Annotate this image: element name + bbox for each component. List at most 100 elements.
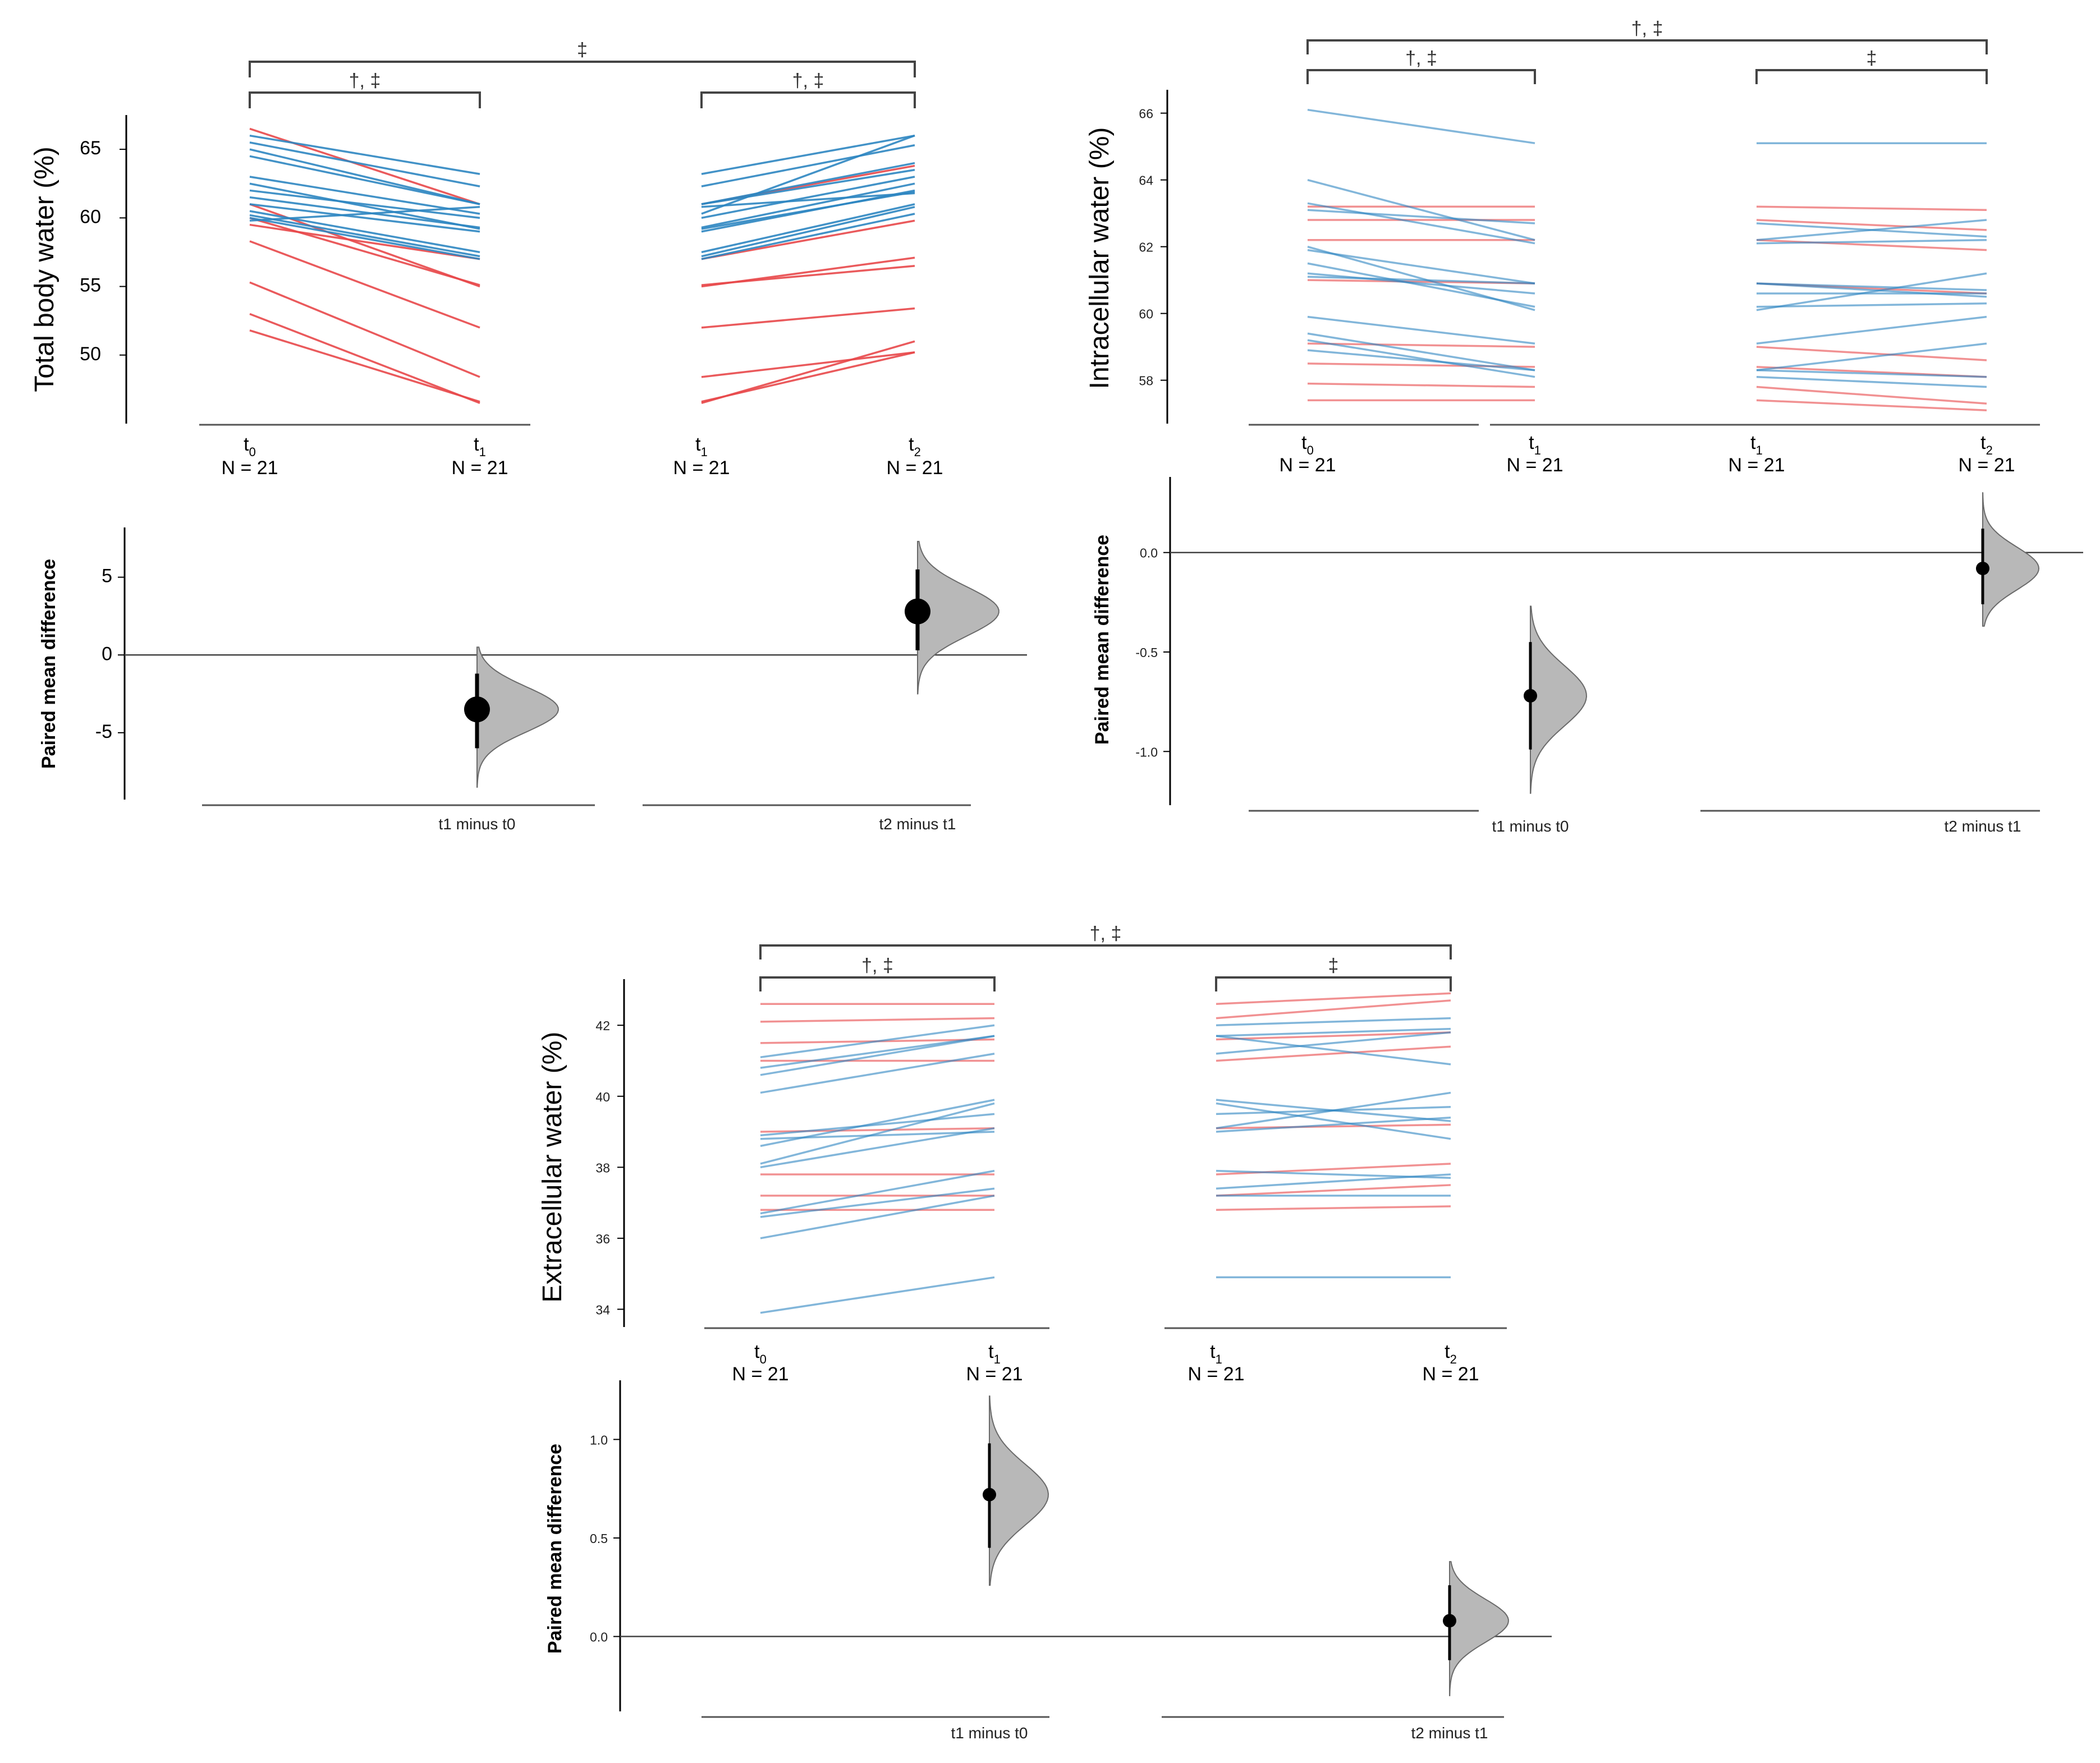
paired-slope-line (249, 329, 480, 403)
paired-slope-line (1307, 262, 1535, 308)
group-label: t0 (1301, 432, 1314, 457)
paired-slope-line (249, 203, 480, 233)
group-n-label: N = 21 (732, 1363, 788, 1385)
paired-slope-line (701, 192, 915, 208)
paired-slope-line (1216, 999, 1451, 1020)
paired-slope-line (1756, 282, 1987, 298)
group-n-label: N = 21 (966, 1363, 1023, 1385)
group-label: t1 (1529, 432, 1541, 457)
bootstrap-distribution (1530, 605, 1588, 794)
overall-significance-marker: †, ‡ (1631, 18, 1663, 39)
overall-significance-marker: ‡ (577, 39, 588, 61)
bootstrap-distribution (1982, 492, 2040, 627)
delta-y-tick-label: -0.5 (1135, 645, 1158, 660)
significance-bracket (249, 91, 481, 108)
paired-slope-line (249, 206, 480, 222)
group-label: t0 (244, 434, 256, 459)
paired-slope-line (1216, 1017, 1451, 1026)
group-label: t1 (695, 434, 708, 459)
paired-slope-line (1756, 315, 1987, 345)
paired-slope-line (760, 1035, 995, 1069)
delta-panel-extracellular: 0.0 0.5 1.0 Paired mean difference t1 minus … (544, 1380, 1552, 1742)
paired-slope-line (701, 351, 915, 403)
delta-y-tick-label: 1.0 (590, 1433, 608, 1447)
significance-bracket (1306, 69, 1536, 84)
raw-y-tick-label: 62 (1139, 240, 1153, 255)
paired-slope-line (1216, 1102, 1451, 1140)
significance-bracket (1755, 69, 1988, 84)
paired-slope-line (1307, 202, 1535, 245)
raw-y-axis-label: Extracellular water (%) (538, 1032, 567, 1303)
significance-marker: †, ‡ (349, 70, 381, 91)
paired-slope-line (701, 351, 915, 378)
raw-y-tick-label: 36 (595, 1232, 610, 1246)
paired-slope-line (1216, 1116, 1451, 1133)
group-label: t1 (988, 1341, 1001, 1366)
paired-slope-line (1307, 272, 1535, 295)
paired-slope-line (701, 265, 915, 286)
significance-bracket (700, 91, 916, 108)
paired-slope-line (1756, 282, 1987, 291)
delta-panel-intracellular: -1.0 -0.5 0.0 Paired mean difference t1 minu… (1092, 477, 2083, 835)
paired-slope-line (760, 1053, 995, 1094)
paired-slope-line (1216, 1091, 1451, 1130)
paired-slope-line (701, 162, 915, 205)
paired-slope-line (249, 313, 480, 404)
delta-y-tick-label: 0 (102, 643, 112, 664)
bootstrap-distribution (989, 1395, 1049, 1586)
paired-slope-line (760, 1035, 995, 1076)
paired-slope-line (1756, 385, 1987, 405)
raw-y-tick-label: 42 (595, 1018, 610, 1033)
paired-slope-line (1216, 992, 1451, 1006)
paired-slope-line (249, 240, 480, 329)
group-label: t1 (1750, 432, 1763, 457)
paired-slope-line (1216, 1031, 1451, 1041)
delta-y-tick-label: 0.5 (590, 1531, 608, 1546)
paired-slope-line (760, 1099, 995, 1147)
paired-slope-line (760, 1131, 995, 1140)
paired-slope-line (1307, 178, 1535, 241)
paired-slope-line (249, 217, 480, 260)
paired-slope-line (1307, 249, 1535, 284)
group-label: t2 (1980, 432, 1993, 457)
paired-slope-line (760, 1187, 995, 1218)
paired-slope-line (1756, 222, 1987, 238)
group-n-label: N = 21 (673, 457, 730, 479)
mean-difference-point (905, 598, 930, 625)
bootstrap-distribution (476, 646, 559, 788)
paired-slope-line (1756, 205, 1987, 211)
mean-difference-point (1524, 689, 1537, 703)
paired-slope-line (701, 203, 915, 254)
paired-slope-line (760, 1024, 995, 1058)
paired-slope-line (1307, 332, 1535, 371)
paired-slope-line (1756, 399, 1987, 411)
raw-y-tick-label: 38 (595, 1160, 610, 1175)
raw-y-tick-label: 64 (1139, 173, 1153, 188)
overall-significance-bracket (1306, 39, 1988, 54)
paired-slope-line (760, 1102, 995, 1165)
significance-marker: †, ‡ (861, 955, 893, 976)
paired-slope-line (249, 182, 480, 230)
paired-slope-line (701, 213, 915, 260)
group-label: t1 (474, 434, 486, 459)
raw-y-tick-label: 55 (80, 275, 101, 296)
group-label: t2 (1445, 1341, 1457, 1366)
paired-slope-line (701, 219, 915, 260)
paired-slope-line (701, 169, 915, 205)
delta-y-axis-label: Paired mean difference (1092, 535, 1113, 745)
group-n-label: N = 21 (1958, 454, 2015, 476)
delta-y-tick-label: 5 (102, 566, 112, 587)
delta-comparison-label: t2 minus t1 (1411, 1724, 1488, 1742)
significance-marker: †, ‡ (792, 70, 824, 91)
paired-slope-line (760, 1195, 995, 1239)
delta-comparison-label: t1 minus t0 (1492, 818, 1569, 835)
paired-slope-line (1756, 346, 1987, 361)
paired-slope-line (1307, 315, 1535, 345)
paired-slope-line (249, 223, 480, 260)
delta-comparison-label: t1 minus t0 (951, 1724, 1028, 1742)
overall-significance-bracket (759, 944, 1452, 959)
paired-slope-line (249, 214, 480, 258)
paired-slope-line (1216, 1173, 1451, 1190)
delta-panel-total: -5 0 5 Paired mean difference t1 minus t0 t2 … (38, 527, 1027, 833)
